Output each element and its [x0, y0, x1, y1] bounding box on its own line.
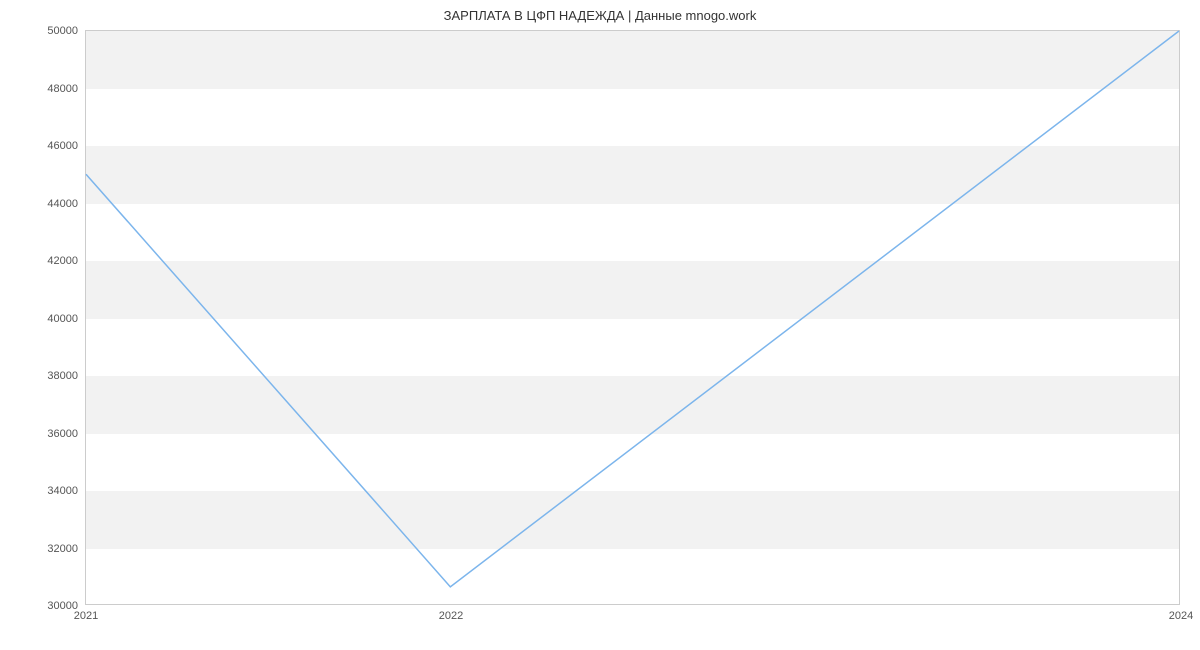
chart-title: ЗАРПЛАТА В ЦФП НАДЕЖДА | Данные mnogo.wo… — [0, 8, 1200, 23]
y-tick-label: 48000 — [47, 83, 86, 95]
y-tick-label: 32000 — [47, 543, 86, 555]
line-series-layer — [86, 31, 1179, 604]
y-tick-label: 34000 — [47, 485, 86, 497]
y-tick-label: 38000 — [47, 370, 86, 382]
x-tick-label: 2022 — [439, 604, 463, 622]
y-tick-label: 44000 — [47, 198, 86, 210]
y-tick-label: 40000 — [47, 313, 86, 325]
y-tick-label: 46000 — [47, 140, 86, 152]
x-tick-label: 2021 — [74, 604, 98, 622]
y-tick-label: 36000 — [47, 428, 86, 440]
y-tick-label: 42000 — [47, 255, 86, 267]
plot-area: 3000032000340003600038000400004200044000… — [85, 30, 1180, 605]
chart-container: ЗАРПЛАТА В ЦФП НАДЕЖДА | Данные mnogo.wo… — [0, 0, 1200, 650]
y-tick-label: 50000 — [47, 25, 86, 37]
x-tick-label: 2024 — [1169, 604, 1193, 622]
line-series — [86, 31, 1179, 587]
